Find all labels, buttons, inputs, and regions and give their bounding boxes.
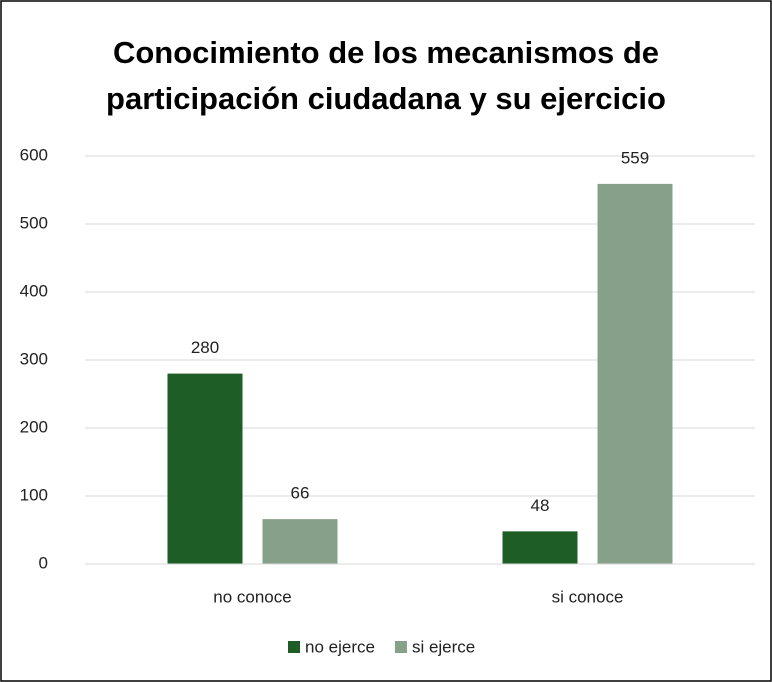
y-tick-label: 500 [20, 213, 48, 232]
legend-label: no ejerce [305, 637, 375, 656]
x-tick-label: no conoce [213, 587, 291, 606]
x-tick-label: si conoce [552, 587, 624, 606]
bar [262, 519, 338, 564]
bar [597, 183, 673, 564]
y-tick-label: 400 [20, 281, 48, 300]
chart-title: Conocimiento de los mecanismos de partic… [106, 35, 666, 116]
y-tick-label: 100 [20, 485, 48, 504]
bar [502, 531, 578, 564]
y-tick-label: 600 [20, 145, 48, 164]
data-label: 66 [291, 484, 310, 503]
data-label: 559 [621, 148, 649, 167]
legend-label: si ejerce [412, 637, 475, 656]
data-label: 48 [531, 496, 550, 515]
bar [167, 373, 243, 564]
legend-swatch [394, 641, 407, 653]
y-tick-label: 200 [20, 417, 48, 436]
y-tick-label: 0 [39, 553, 48, 572]
legend-swatch [288, 641, 300, 653]
data-label: 280 [191, 338, 219, 357]
y-tick-label: 300 [20, 349, 48, 368]
